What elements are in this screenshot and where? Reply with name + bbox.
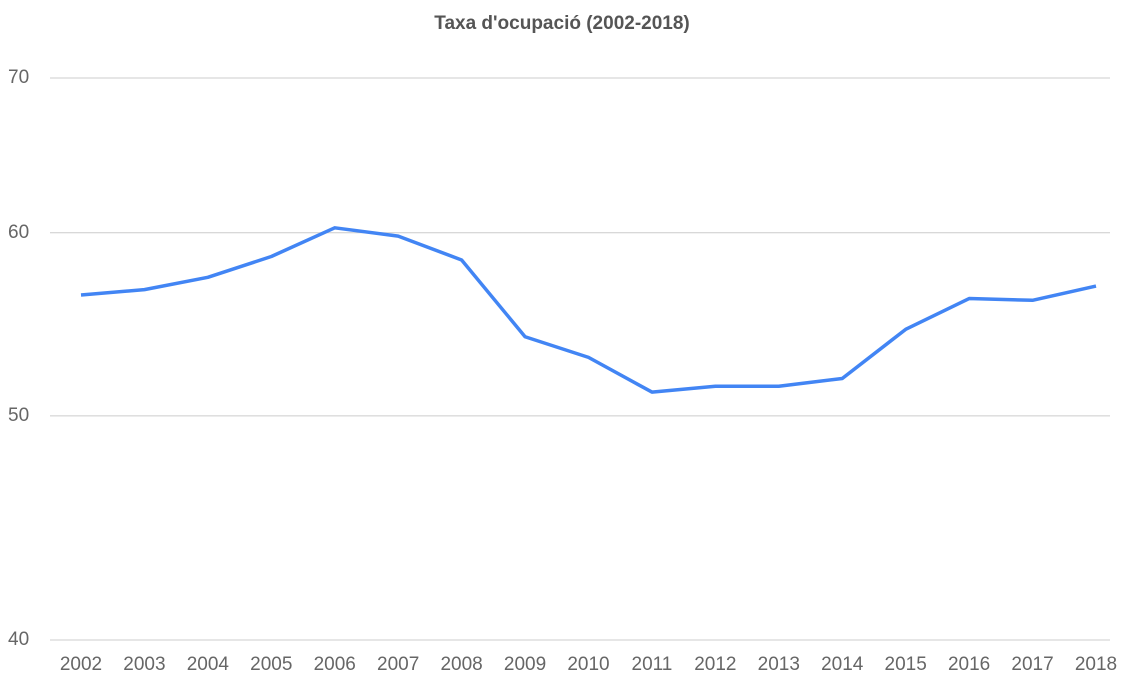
- x-tick-label: 2002: [60, 654, 102, 675]
- x-tick-label: 2005: [250, 654, 292, 675]
- y-tick-label: 60: [8, 222, 29, 243]
- x-tick-label: 2016: [948, 654, 990, 675]
- x-tick-label: 2011: [632, 654, 673, 675]
- x-tick-label: 2017: [1011, 654, 1053, 675]
- y-tick-label: 70: [8, 67, 29, 88]
- x-tick-label: 2006: [314, 654, 356, 675]
- x-tick-label: 2015: [885, 654, 927, 675]
- x-tick-label: 2004: [187, 654, 230, 675]
- x-tick-label: 2010: [567, 654, 609, 675]
- x-tick-label: 2014: [821, 654, 864, 675]
- chart-title: Taxa d'ocupació (2002-2018): [434, 13, 690, 34]
- x-tick-label: 2003: [123, 654, 165, 675]
- x-tick-label: 2013: [758, 654, 800, 675]
- x-tick-label: 2008: [440, 654, 482, 675]
- x-tick-label: 2012: [694, 654, 736, 675]
- y-tick-label: 50: [8, 405, 29, 426]
- x-tick-label: 2018: [1075, 654, 1117, 675]
- x-tick-label: 2009: [504, 654, 546, 675]
- x-tick-label: 2007: [377, 654, 419, 675]
- y-tick-label: 40: [8, 629, 29, 650]
- line-series: [80, 226, 1097, 394]
